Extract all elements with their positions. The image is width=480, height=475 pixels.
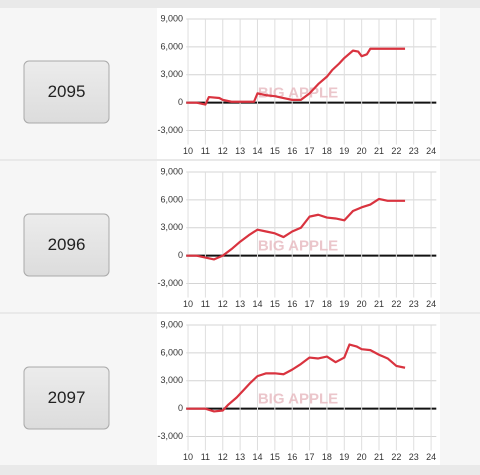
x-tick-label: 19 (339, 299, 349, 309)
x-tick-label: 18 (322, 452, 332, 462)
y-tick-label: -3,000 (157, 431, 183, 441)
x-tick-label: 20 (357, 299, 367, 309)
x-tick-label: 23 (409, 299, 419, 309)
x-tick-label: 11 (201, 452, 210, 462)
x-tick-label: 19 (339, 452, 349, 462)
x-tick-label: 15 (270, 146, 280, 156)
x-tick-label: 11 (201, 299, 210, 309)
x-tick-label: 24 (426, 146, 436, 156)
x-tick-label: 10 (183, 299, 193, 309)
y-tick-label: 0 (178, 403, 183, 413)
x-tick-label: 12 (218, 299, 228, 309)
x-tick-label: 15 (270, 452, 280, 462)
y-tick-label: 3,000 (160, 69, 183, 79)
x-tick-label: 24 (426, 452, 436, 462)
x-tick-label: 12 (218, 146, 228, 156)
x-tick-label: 16 (287, 452, 297, 462)
y-tick-label: 6,000 (160, 41, 183, 51)
x-tick-label: 23 (409, 146, 419, 156)
x-tick-label: 14 (252, 299, 262, 309)
data-line (186, 343, 406, 413)
x-tick-label: 21 (374, 299, 384, 309)
x-tick-label: 12 (218, 452, 228, 462)
y-tick-label: 9,000 (160, 319, 183, 329)
row: 2096 -3,000 0 3,000 6,000 9,000 10 11 12 13 14 15 16… (0, 161, 480, 312)
x-tick-label: 17 (305, 452, 315, 462)
y-tick-label: 9,000 (160, 166, 183, 176)
x-tick-label: 20 (357, 146, 367, 156)
x-tick-label: 22 (391, 299, 401, 309)
x-tick-label: 13 (235, 452, 245, 462)
x-tick-label: 16 (287, 299, 297, 309)
x-tick-label: 18 (322, 299, 332, 309)
data-line (186, 47, 406, 106)
row: 2095 -3,000 0 3,000 6,000 9,000 10 11 12 13 14 15 16… (0, 8, 480, 159)
row: 2097 -3,000 0 3,000 6,000 9,000 10 11 12 13 14 15 16… (0, 314, 480, 465)
x-tick-label: 14 (252, 452, 262, 462)
x-tick-label: 22 (391, 452, 401, 462)
y-tick-label: 6,000 (160, 194, 183, 204)
x-tick-label: 10 (183, 452, 193, 462)
y-tick-label: 0 (178, 250, 183, 260)
x-tick-label: 16 (287, 146, 297, 156)
x-tick-label: 13 (235, 299, 245, 309)
x-tick-label: 21 (374, 146, 384, 156)
button[interactable]: 2096 (23, 213, 110, 277)
chart-panel (157, 8, 440, 159)
x-tick-label: 18 (322, 146, 332, 156)
x-tick-label: 22 (391, 146, 401, 156)
y-tick-label: -3,000 (157, 278, 183, 288)
x-tick-label: 20 (357, 452, 367, 462)
y-tick-label: 6,000 (160, 347, 183, 357)
button-label: 2095 (48, 82, 86, 101)
x-tick-label: 10 (183, 146, 193, 156)
x-tick-label: 15 (270, 299, 280, 309)
y-tick-label: -3,000 (157, 125, 183, 135)
x-tick-label: 19 (339, 146, 349, 156)
x-tick-label: 23 (409, 452, 419, 462)
button-face (23, 60, 110, 124)
x-tick-label: 21 (374, 452, 384, 462)
x-tick-label: 24 (426, 299, 436, 309)
x-tick-label: 13 (235, 146, 245, 156)
watermark: BIG APPLE (258, 237, 338, 254)
x-tick-label: 11 (201, 146, 210, 156)
button[interactable]: 2095 (23, 60, 110, 124)
button-face (23, 213, 110, 277)
watermark: BIG APPLE (258, 390, 338, 407)
y-tick-label: 0 (178, 97, 183, 107)
button-label: 2097 (48, 388, 86, 407)
data-line (186, 197, 406, 261)
y-tick-label: 9,000 (160, 13, 183, 23)
button-label: 2096 (48, 235, 86, 254)
chart-panel (157, 161, 440, 312)
chart-panel (157, 314, 440, 465)
button-face (23, 366, 110, 430)
x-tick-label: 17 (305, 299, 315, 309)
y-tick-label: 3,000 (160, 375, 183, 385)
x-tick-label: 14 (252, 146, 262, 156)
y-tick-label: 3,000 (160, 222, 183, 232)
button[interactable]: 2097 (23, 366, 110, 430)
x-tick-label: 17 (305, 146, 315, 156)
